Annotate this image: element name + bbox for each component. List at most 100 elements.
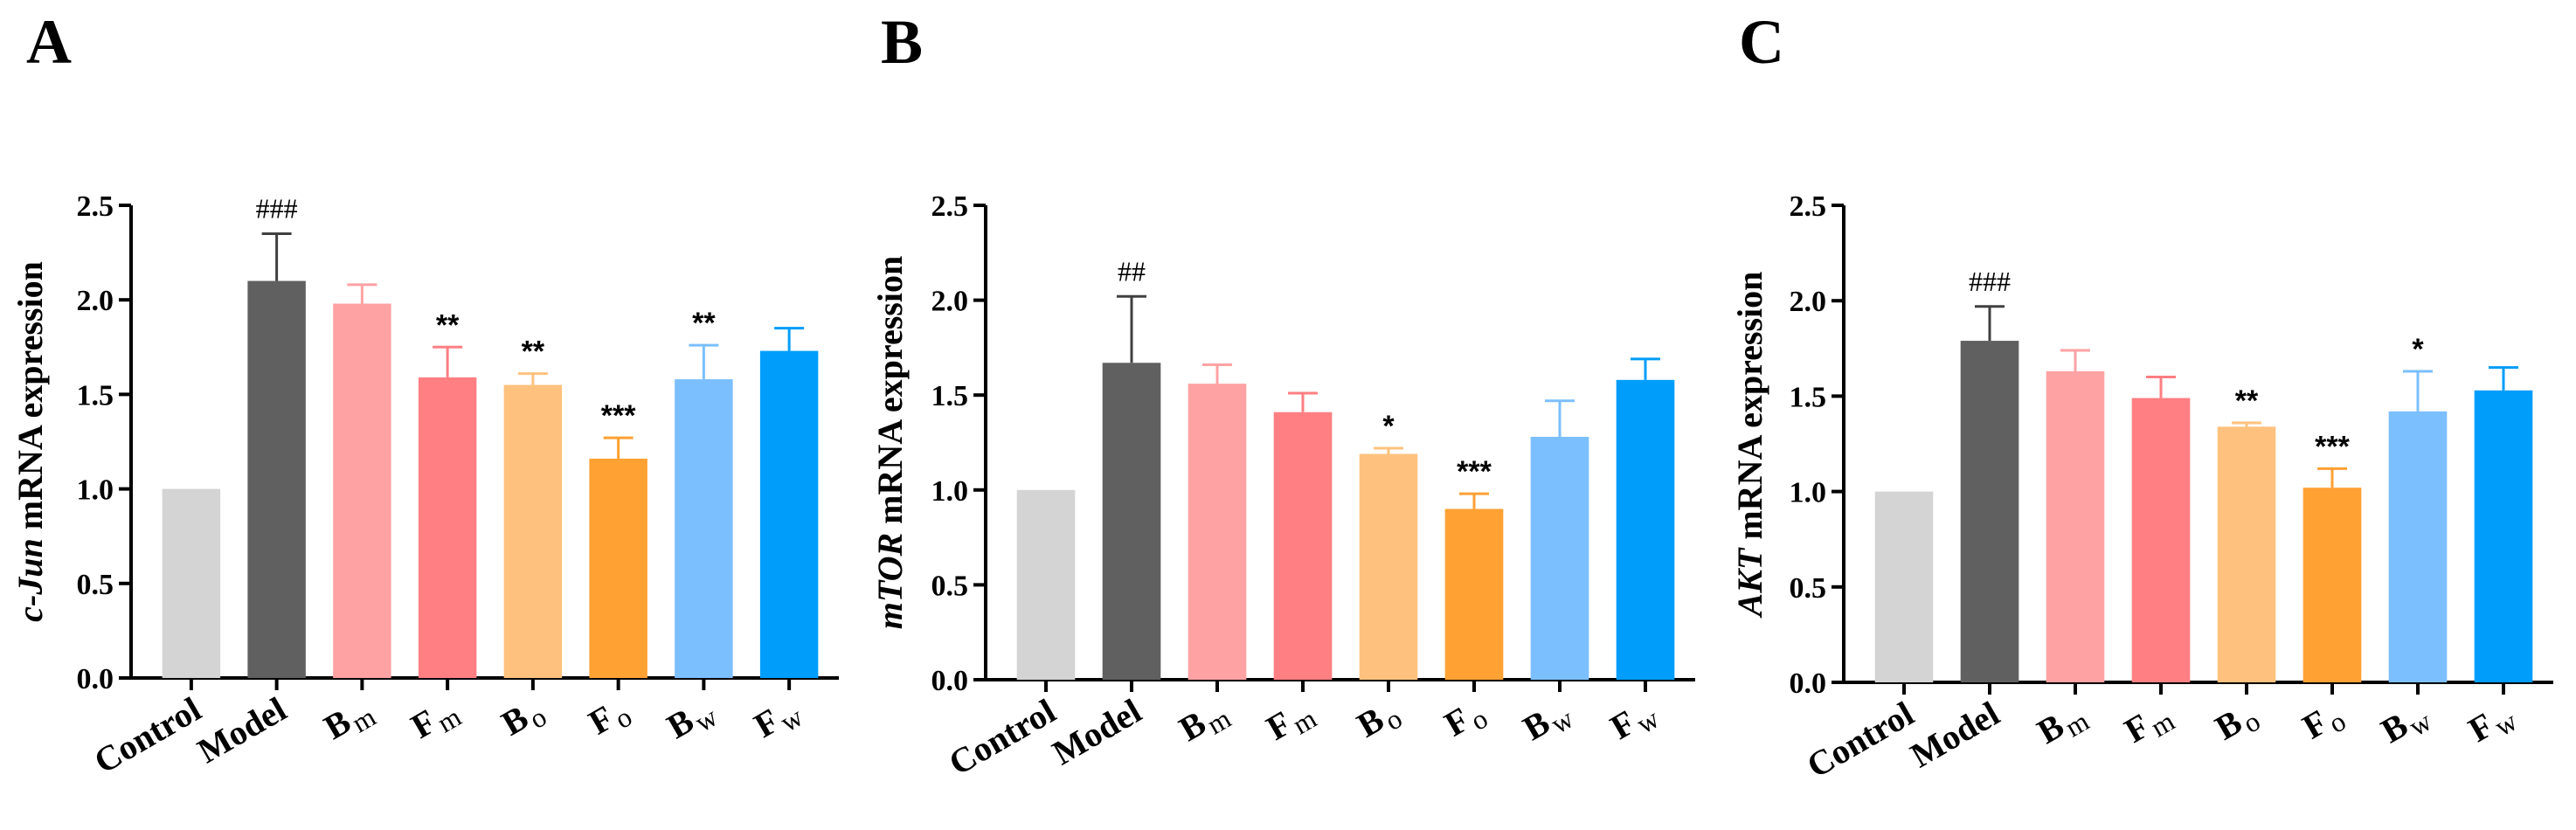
x-tick-label-main: Model <box>190 689 293 771</box>
y-axis-suffix: mRNA expression <box>870 256 910 533</box>
bar-3 <box>1188 384 1247 680</box>
y-tick-label: 0.0 <box>931 665 969 697</box>
y-tick-label: 1.0 <box>77 474 114 507</box>
x-tick-label: Control <box>1800 694 1920 785</box>
x-tick-label: Model <box>190 689 293 771</box>
x-tick-label: Bo <box>1350 691 1407 750</box>
panel-c: C AKT mRNA expression 0.0 0.5 1.0 1.5 2.0 2.5 Co… <box>1730 7 2553 785</box>
y-tick-label: 1.5 <box>931 380 969 412</box>
bar-8 <box>1616 379 1675 680</box>
y-tick-label: 2.5 <box>1790 190 1827 223</box>
panel-letter: C <box>1739 7 1784 77</box>
y-axis-suffix: mRNA expression <box>10 261 50 538</box>
y-tick-label: 0.5 <box>77 569 114 601</box>
y-tick-label: 1.5 <box>1790 381 1827 413</box>
significance-label: * <box>1382 410 1395 443</box>
x-tick-label: Bw <box>661 689 723 751</box>
significance-label: ** <box>692 307 716 340</box>
bar-6 <box>2302 488 2362 682</box>
significance-label: ### <box>1969 266 2011 297</box>
bar-7 <box>2388 411 2448 682</box>
panel-letter: A <box>26 7 72 77</box>
x-tick-label: Model <box>1904 694 2006 775</box>
significance-label: ## <box>1118 255 1146 287</box>
y-tick-label: 0.0 <box>1790 667 1827 700</box>
x-tick-label: Control <box>87 689 207 781</box>
panel-a: Ac-Jun mRNA expression 0.0 0.5 1.0 1.5 2.0 2.5… <box>10 7 839 781</box>
bar-3 <box>333 303 391 678</box>
bar-6 <box>1444 508 1504 680</box>
bar-4 <box>418 377 477 678</box>
bar-5 <box>503 384 563 678</box>
x-tick-label: Bw <box>1516 691 1578 753</box>
y-axis-gene: mTOR <box>870 533 910 629</box>
bar-1 <box>1874 491 1934 682</box>
panel-letter: B <box>881 7 923 77</box>
x-tick-label-main: Model <box>1904 694 2006 775</box>
y-tick-label: 0.0 <box>77 663 114 695</box>
bar-1 <box>162 488 221 678</box>
x-tick-label: Fo <box>2296 694 2351 751</box>
x-tick-label: Bm <box>317 689 381 752</box>
bar-2 <box>247 280 306 678</box>
x-tick-label: Fm <box>405 689 467 750</box>
x-tick-label: Control <box>942 691 1062 783</box>
y-axis-suffix: mRNA expression <box>1730 272 1769 549</box>
bar-4 <box>2131 398 2191 682</box>
y-tick-label: 1.5 <box>77 379 114 412</box>
y-tick-label: 0.5 <box>931 570 969 602</box>
bar-8 <box>2474 390 2533 682</box>
x-tick-label: Bm <box>2031 694 2095 757</box>
significance-label: ** <box>522 335 545 369</box>
x-tick-label: Model <box>1046 691 1148 772</box>
x-tick-label: Fw <box>2462 694 2522 754</box>
significance-label: * <box>2412 333 2424 366</box>
bar-6 <box>589 458 647 678</box>
bar-1 <box>1016 489 1076 680</box>
y-axis-label: AKT mRNA expression <box>1730 272 1769 619</box>
y-tick-label: 1.0 <box>931 475 969 508</box>
bar-7 <box>675 379 733 678</box>
bar-2 <box>1102 363 1161 680</box>
x-tick-label-main: Control <box>1800 694 1920 785</box>
bar-7 <box>1530 436 1589 680</box>
x-tick-label-main: Model <box>1046 691 1148 772</box>
x-tick-label: Bm <box>1173 691 1236 754</box>
x-tick-label: Bo <box>2208 694 2265 752</box>
significance-label: ** <box>2235 384 2259 418</box>
y-tick-label: 1.0 <box>1790 477 1827 509</box>
significance-label: ### <box>256 192 298 224</box>
x-tick-label: Bw <box>2374 694 2436 756</box>
y-tick-label: 2.0 <box>77 285 114 317</box>
significance-label: *** <box>2315 430 2350 463</box>
significance-label: *** <box>601 399 636 432</box>
x-tick-label-main: Control <box>942 691 1062 783</box>
x-tick-label: Bo <box>495 689 551 748</box>
x-tick-label-main: Control <box>87 689 207 781</box>
bar-5 <box>1359 453 1418 680</box>
y-axis-label: mTOR mRNA expression <box>870 256 910 629</box>
significance-label: ** <box>436 308 460 342</box>
y-tick-label: 2.5 <box>77 190 114 223</box>
y-axis-gene: c-Jun <box>10 538 50 622</box>
bar-4 <box>1273 412 1333 680</box>
y-tick-label: 0.5 <box>1790 572 1827 605</box>
x-tick-label: Fw <box>1603 691 1664 751</box>
bar-2 <box>1960 341 2019 682</box>
y-tick-label: 2.0 <box>1790 286 1827 318</box>
bar-3 <box>2046 371 2105 682</box>
x-tick-label: Fo <box>582 689 637 747</box>
y-tick-label: 2.5 <box>931 190 969 223</box>
y-axis-gene: AKT <box>1730 547 1769 619</box>
y-axis-label: c-Jun mRNA expression <box>10 261 50 622</box>
bar-5 <box>2217 426 2276 682</box>
bar-8 <box>759 350 819 678</box>
y-tick-label: 2.0 <box>931 286 969 318</box>
x-tick-label: Fo <box>1437 691 1492 749</box>
significance-label: *** <box>1457 455 1492 488</box>
x-tick-label: Fw <box>747 689 807 750</box>
x-tick-label: Fm <box>1260 691 1322 752</box>
x-tick-label: Fm <box>2118 694 2180 755</box>
